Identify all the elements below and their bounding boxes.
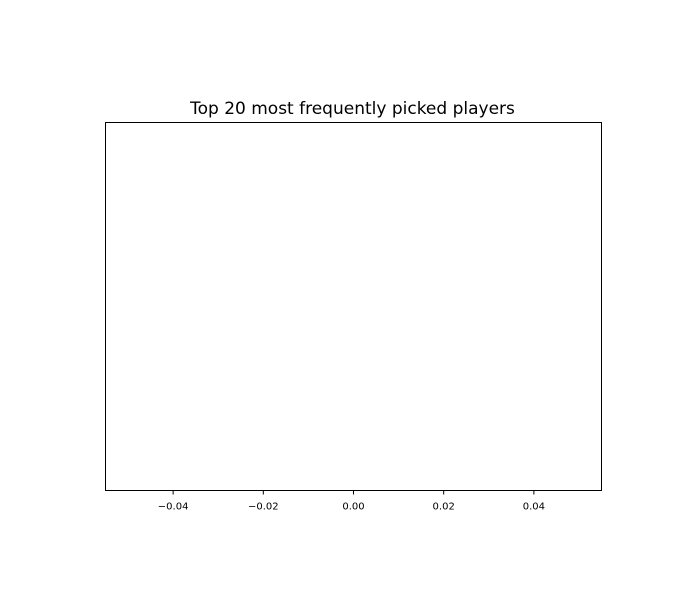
x-tick-label: 0.00 bbox=[342, 502, 364, 513]
chart-title: Top 20 most frequently picked players bbox=[189, 99, 515, 119]
plot-area bbox=[105, 122, 602, 491]
x-tick-label: −0.04 bbox=[158, 502, 189, 513]
x-tick-label: 0.04 bbox=[523, 502, 545, 513]
x-tick-label: 0.02 bbox=[433, 502, 455, 513]
x-tick-label: −0.02 bbox=[248, 502, 279, 513]
x-axis-ticks: −0.04 −0.02 0.00 0.02 0.04 bbox=[158, 490, 545, 513]
